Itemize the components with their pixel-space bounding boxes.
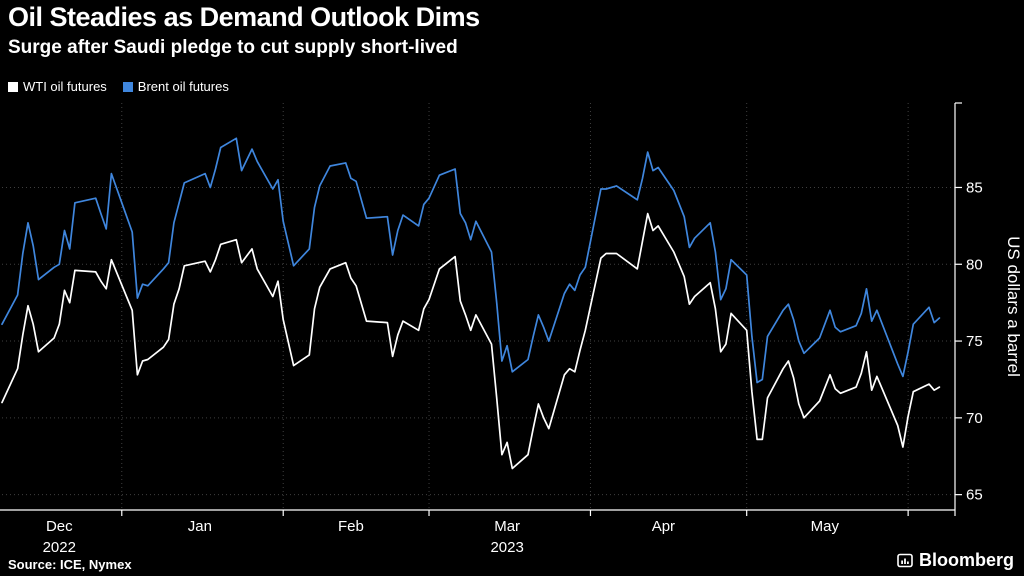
y-tick-label: 65 (966, 487, 983, 504)
y-tick-label: 70 (966, 410, 983, 427)
legend-label-wti: WTI oil futures (23, 79, 107, 94)
wti-series-line (1, 212, 941, 470)
x-year-label: 2023 (490, 539, 523, 556)
x-tick-label: May (811, 518, 840, 535)
x-tick-label: Mar (494, 518, 520, 535)
chart-subtitle: Surge after Saudi pledge to cut supply s… (8, 37, 458, 58)
brent-series-line (1, 137, 941, 384)
chart-legend: WTI oil futures Brent oil futures (8, 79, 229, 94)
bloomberg-wordmark: Bloomberg (918, 550, 1014, 570)
legend-item-wti: WTI oil futures (8, 79, 107, 94)
y-axis-title: US dollars a barrel (1004, 236, 1023, 377)
y-tick-label: 85 (966, 179, 983, 196)
x-tick-label: Feb (338, 518, 364, 535)
legend-label-brent: Brent oil futures (137, 79, 229, 94)
chart-title: Oil Steadies as Demand Outlook Dims (8, 2, 480, 32)
x-tick-label: Dec (46, 518, 73, 535)
y-tick-label: 75 (966, 333, 983, 350)
brent-swatch-icon (122, 81, 133, 92)
source-note: Source: ICE, Nymex (8, 557, 132, 572)
x-year-label: 2022 (43, 539, 76, 556)
x-tick-label: Jan (188, 518, 212, 535)
legend-item-brent: Brent oil futures (122, 79, 229, 94)
bloomberg-logo-icon (897, 553, 913, 567)
x-tick-label: Apr (652, 518, 675, 535)
wti-swatch-icon (8, 81, 18, 92)
bloomberg-logo: Bloomberg (897, 550, 1014, 571)
y-tick-label: 80 (966, 256, 983, 273)
